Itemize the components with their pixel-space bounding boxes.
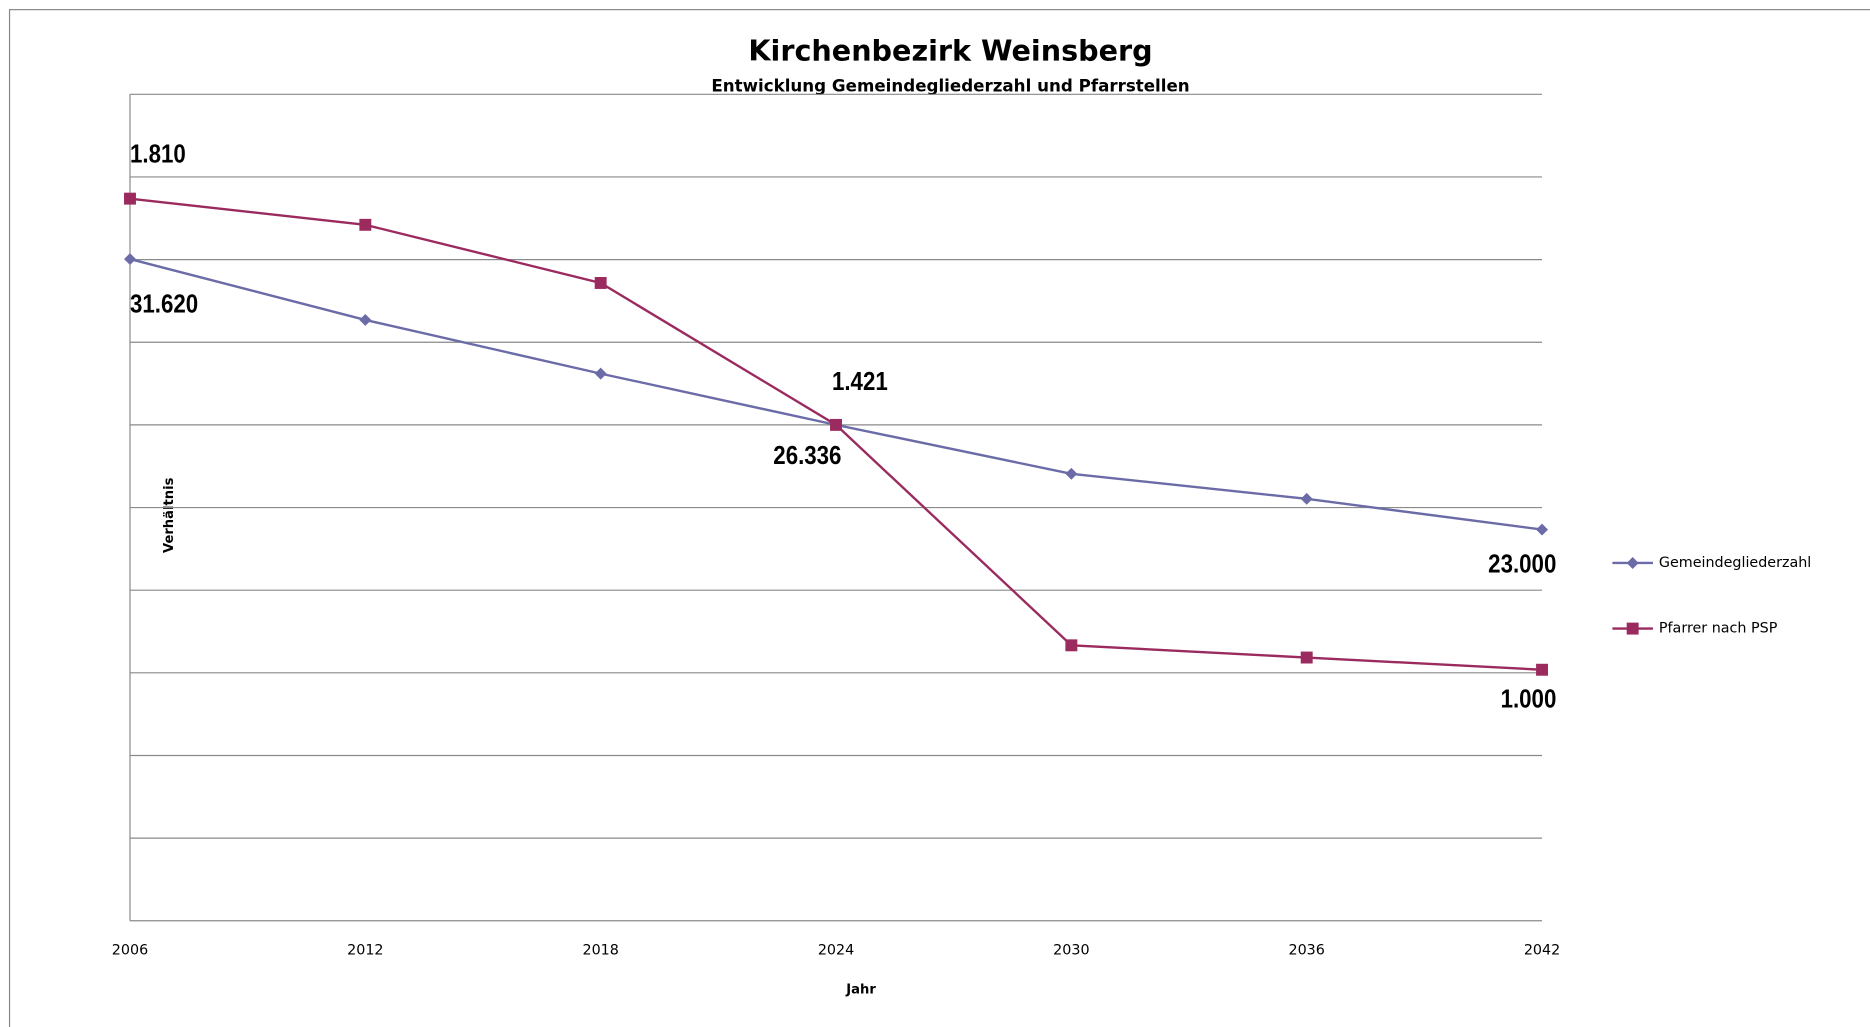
marker	[594, 367, 607, 380]
chart-subtitle: Entwicklung Gemeindegliederzahl und Pfar…	[711, 77, 1189, 96]
marker	[1536, 523, 1548, 536]
y-axis-title: Verhältnis	[162, 477, 177, 553]
chart-frame	[8, 9, 1870, 1027]
marker	[830, 418, 842, 431]
data-label: 23.000	[1488, 550, 1556, 579]
x-tick-label: 2042	[1524, 943, 1560, 959]
x-axis-title: Jahr	[845, 982, 876, 997]
data-label: 1.810	[130, 140, 186, 169]
marker	[124, 192, 136, 205]
legend-marker	[1626, 622, 1639, 635]
legend-label: Pfarrer nach PSP	[1659, 621, 1778, 637]
x-tick-label: 2036	[1288, 943, 1324, 959]
marker	[359, 313, 372, 326]
x-tick-label: 2030	[1053, 943, 1089, 959]
marker	[124, 253, 136, 266]
chart-title: Kirchenbezirk Weinsberg	[748, 34, 1152, 68]
marker	[1065, 639, 1078, 652]
legend-label: Gemeindegliederzahl	[1659, 555, 1811, 571]
marker	[1536, 663, 1548, 676]
x-tick-label: 2024	[818, 943, 854, 959]
x-tick-label: 2012	[347, 943, 383, 959]
x-tick-label: 2006	[112, 943, 148, 959]
marker	[594, 277, 607, 289]
marker	[1300, 651, 1313, 664]
data-label: 1.421	[832, 367, 888, 396]
x-tick-label: 2018	[582, 943, 618, 959]
data-label: 31.620	[130, 290, 198, 319]
data-label: 26.336	[773, 441, 841, 470]
data-label: 1.000	[1501, 685, 1557, 714]
marker	[359, 218, 372, 231]
